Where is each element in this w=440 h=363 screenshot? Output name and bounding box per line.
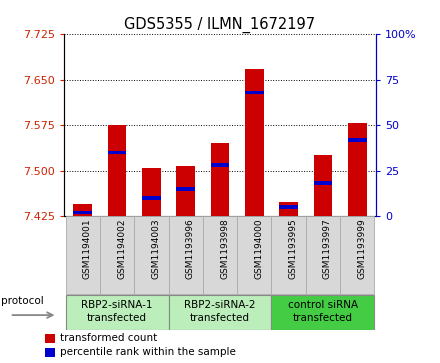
Bar xyxy=(314,182,333,185)
Bar xyxy=(66,216,100,294)
Text: GSM1193998: GSM1193998 xyxy=(220,218,229,279)
Bar xyxy=(169,295,271,330)
Bar xyxy=(100,216,134,294)
Bar xyxy=(169,216,203,294)
Bar xyxy=(66,295,169,330)
Bar xyxy=(45,348,55,357)
Bar xyxy=(348,138,367,142)
Bar xyxy=(279,205,298,209)
Text: GSM1193999: GSM1193999 xyxy=(357,218,367,279)
Bar xyxy=(271,295,374,330)
Bar xyxy=(203,216,237,294)
Bar xyxy=(45,334,55,343)
Bar xyxy=(245,91,264,94)
Text: RBP2-siRNA-2
transfected: RBP2-siRNA-2 transfected xyxy=(184,300,256,323)
Bar xyxy=(142,196,161,200)
Bar xyxy=(176,166,195,216)
Text: control siRNA
transfected: control siRNA transfected xyxy=(288,300,358,323)
Bar xyxy=(73,211,92,214)
Bar xyxy=(134,216,169,294)
Bar xyxy=(279,202,298,216)
Bar xyxy=(142,168,161,216)
Bar xyxy=(176,187,195,191)
Text: percentile rank within the sample: percentile rank within the sample xyxy=(60,347,236,358)
Text: GSM1193996: GSM1193996 xyxy=(186,218,194,279)
Bar xyxy=(245,69,264,216)
Bar xyxy=(237,216,271,294)
Text: GSM1193997: GSM1193997 xyxy=(323,218,332,279)
Text: transformed count: transformed count xyxy=(60,334,158,343)
Bar xyxy=(306,216,340,294)
Bar xyxy=(107,125,126,216)
Bar xyxy=(271,216,306,294)
Text: RBP2-siRNA-1
transfected: RBP2-siRNA-1 transfected xyxy=(81,300,153,323)
Text: GSM1194002: GSM1194002 xyxy=(117,218,126,279)
Bar xyxy=(107,151,126,154)
Bar xyxy=(340,216,374,294)
Bar xyxy=(211,143,229,216)
Text: GSM1194003: GSM1194003 xyxy=(151,218,160,279)
Bar xyxy=(348,123,367,216)
Title: GDS5355 / ILMN_1672197: GDS5355 / ILMN_1672197 xyxy=(125,17,315,33)
Bar xyxy=(211,163,229,167)
Bar xyxy=(73,204,92,216)
Text: GSM1193995: GSM1193995 xyxy=(289,218,297,279)
Bar xyxy=(314,155,333,216)
Text: GSM1194001: GSM1194001 xyxy=(83,218,92,279)
Text: protocol: protocol xyxy=(1,296,44,306)
Text: GSM1194000: GSM1194000 xyxy=(254,218,263,279)
